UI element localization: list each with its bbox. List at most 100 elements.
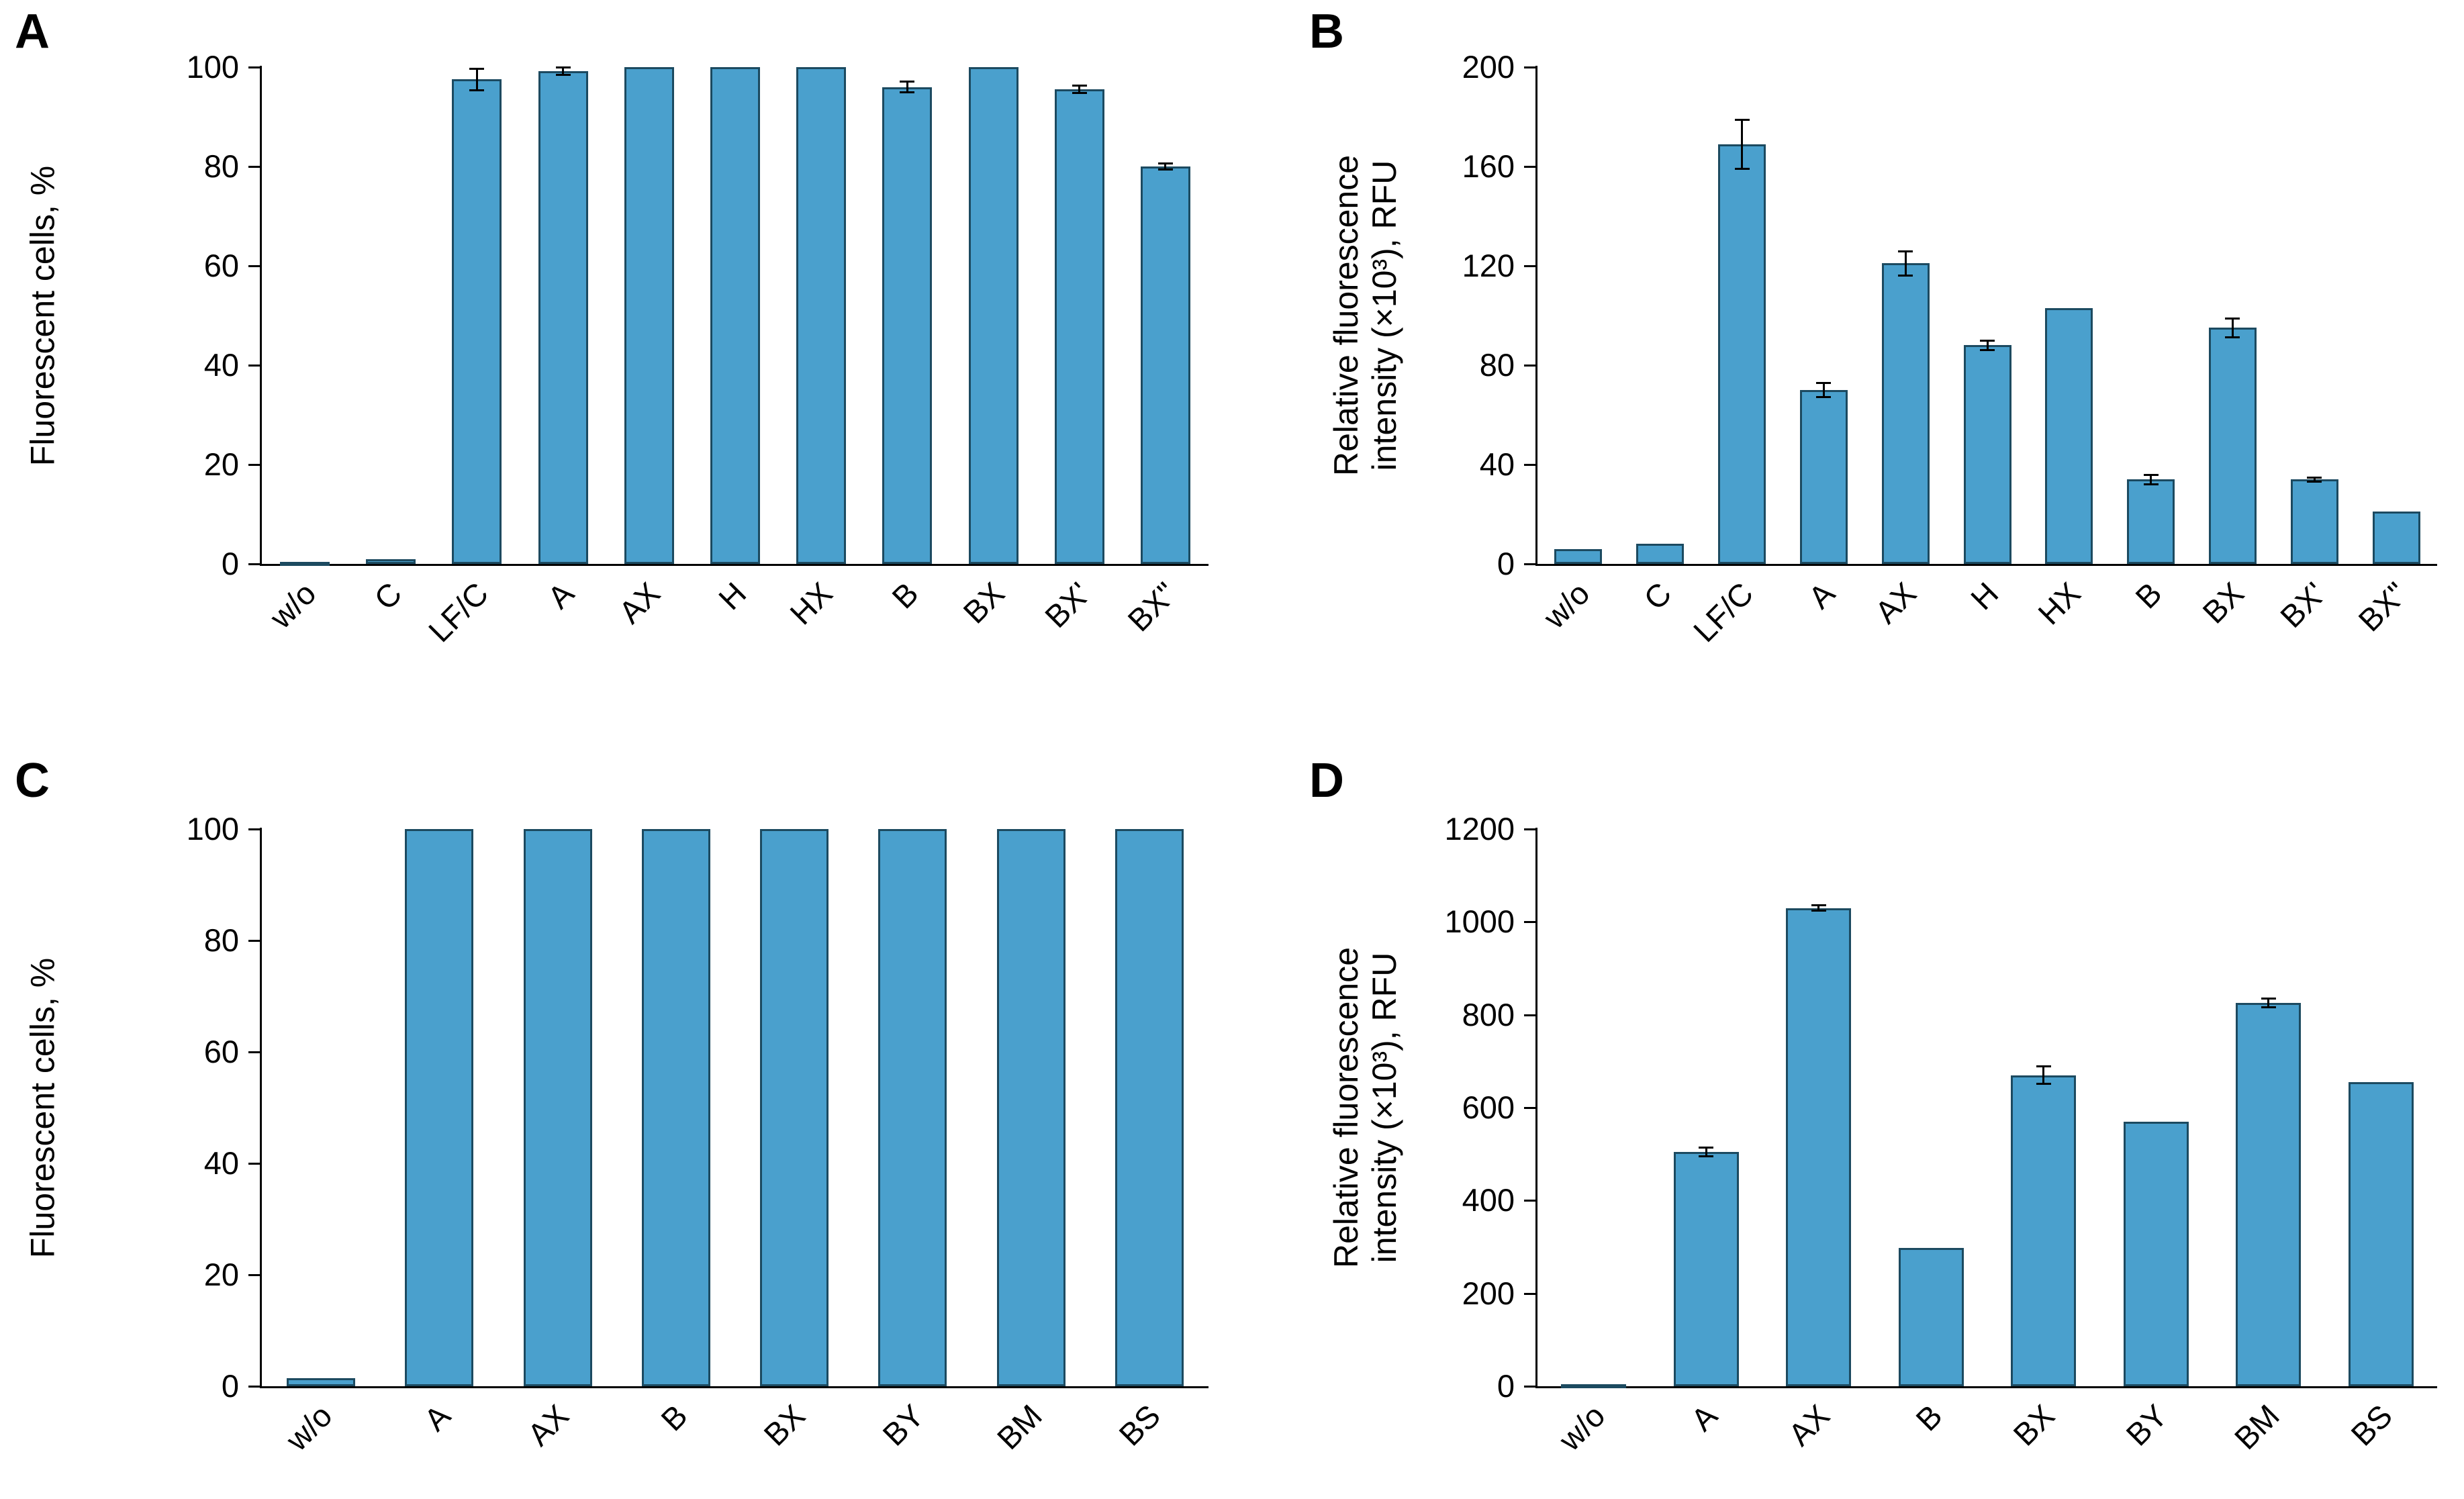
error-bar-cap-top [900,80,915,83]
y-tick-mark [1524,1107,1535,1109]
error-bar-cap-top [2143,473,2159,476]
y-tick-label: 20 [203,446,239,482]
x-tick-label-text: BX [2006,1397,2062,1453]
error-bar-line [1817,905,1820,911]
error-bar-cap-bottom [2307,480,2322,483]
error-bar-cap-bottom [1980,348,1995,351]
y-axis-line [1535,66,1537,566]
error-bar-line [1705,1147,1707,1157]
y-tick-mark [1524,1200,1535,1202]
error-bar-line [1741,119,1744,169]
bar [405,829,473,1386]
bar [2373,512,2420,564]
y-tick-mark [1524,1386,1535,1388]
y-tick-mark [1524,828,1535,830]
error-bar-line [906,81,908,93]
y-tick-label: 40 [1479,446,1515,482]
y-tick-mark [1524,464,1535,466]
bar [538,71,588,564]
y-tick-mark [248,940,260,942]
bar [2124,1122,2189,1386]
y-tick-mark [1524,563,1535,565]
x-axis-line [260,1386,1209,1388]
x-axis-line [260,564,1209,566]
bar [710,67,760,564]
error-bar-cap-bottom [900,91,915,94]
error-bar-cap-bottom [2225,336,2240,339]
y-tick-mark [248,166,260,168]
bar [2045,308,2093,564]
y-tick-label: 60 [203,1034,239,1069]
x-tick-label-text: w/o [1551,1397,1612,1458]
y-tick-mark [1524,1014,1535,1016]
bar [2127,479,2175,564]
error-bar-cap-bottom [555,73,571,76]
error-bar-cap-top [1816,381,1832,384]
error-bar-line [475,68,478,91]
y-axis-title: Relative fluorescence intensity (×10³), R… [1327,829,1404,1386]
error-bar-cap-top [469,68,485,70]
bar [2011,1075,2076,1386]
bar [1964,345,2011,564]
error-bar-line [1822,382,1825,398]
bar [524,829,592,1386]
error-bar-cap-bottom [469,89,485,91]
y-tick-label: 40 [203,347,239,383]
y-tick-label: 0 [1497,1368,1515,1404]
bar [2291,479,2338,564]
bar [878,829,947,1386]
y-tick-mark [1524,66,1535,68]
error-bar-cap-bottom [2143,483,2159,485]
error-bar-cap-top [1811,904,1826,907]
bar [287,1378,355,1386]
error-bar-line [2313,477,2316,482]
y-tick-mark [248,365,260,367]
error-bar-cap-bottom [1811,909,1826,912]
y-tick-mark [248,828,260,830]
error-bar-cap-top [1072,85,1087,87]
x-tick-label-text: AX [1781,1397,1837,1453]
error-bar-cap-bottom [1072,92,1087,95]
x-tick-label-text: BS [2343,1397,2399,1453]
panel-label-c: C [15,754,50,808]
error-bar-cap-bottom [2036,1083,2051,1085]
error-bar-line [1986,340,1989,350]
y-tick-label: 600 [1462,1090,1515,1125]
y-axis-line [260,66,262,566]
x-tick-label-text: B [1908,1397,1949,1438]
y-tick-mark [1524,365,1535,367]
bar [1718,144,1766,564]
bar [1636,544,1684,564]
bar [624,67,674,564]
y-tick-label: 0 [1497,546,1515,581]
bar [452,79,502,564]
y-tick-label: 40 [203,1145,239,1181]
y-axis-title-line: Relative fluorescence [1327,947,1365,1269]
bar [1554,549,1602,564]
y-tick-label: 80 [1479,347,1515,383]
error-bar-cap-bottom [1157,168,1173,171]
bar [796,67,846,564]
bar [2236,1003,2301,1386]
panel-label-d: D [1309,754,1344,808]
y-tick-mark [1524,921,1535,924]
error-bar-cap-top [2225,317,2240,320]
y-tick-mark [1524,166,1535,168]
bar [882,87,932,564]
error-bar-line [1164,162,1167,171]
x-tick-label-text: BY [2118,1397,2174,1453]
y-tick-mark [248,66,260,68]
y-tick-label: 0 [221,546,239,581]
y-tick-label: 120 [1462,248,1515,283]
y-tick-mark [248,563,260,565]
error-bar-cap-top [2307,476,2322,479]
bar [642,829,710,1386]
error-bar-cap-top [2261,998,2276,1000]
bar [1786,908,1851,1386]
bar [1561,1384,1626,1388]
x-axis-line [1535,1386,2437,1388]
